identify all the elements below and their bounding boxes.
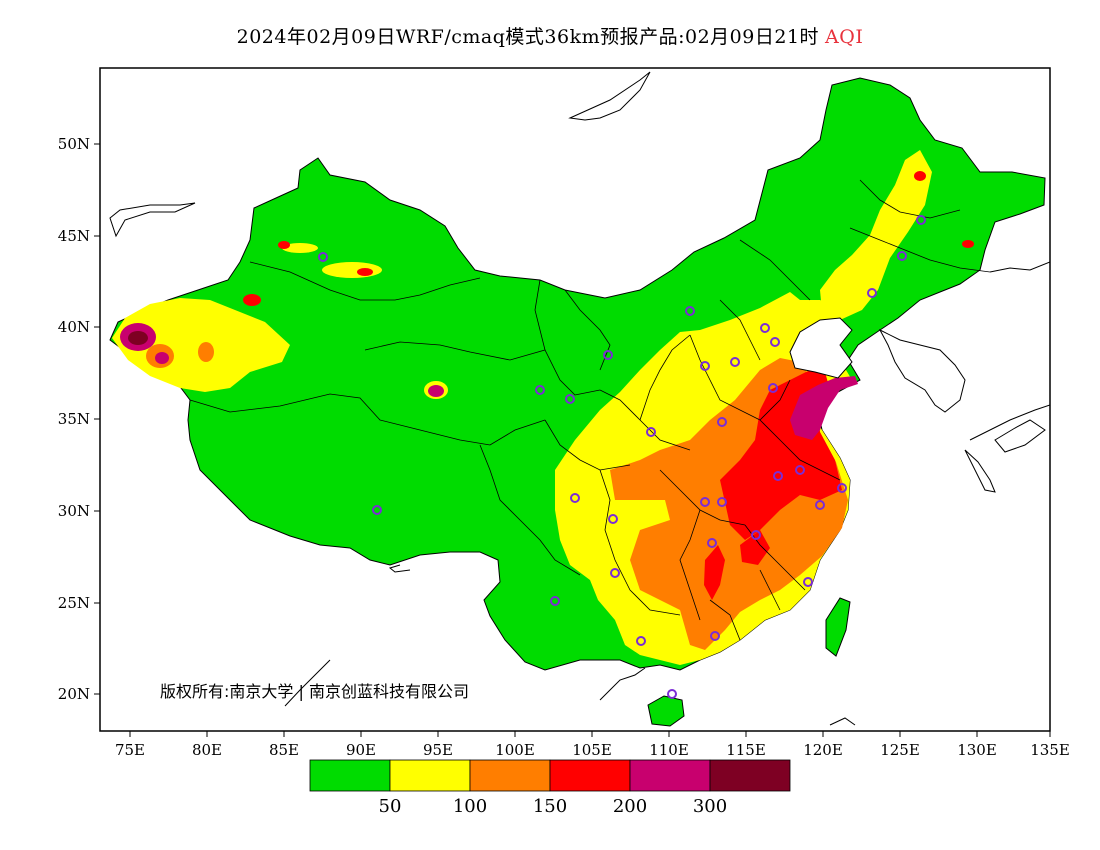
aqi-hotspot-kashgar-core <box>128 331 148 345</box>
colorbar-swatch-3 <box>549 759 631 792</box>
colorbar-label-100: 100 <box>453 796 487 817</box>
map-title-main: 2024年02月09日WRF/cmaq模式36km预报产品:02月09日21时 <box>236 26 820 48</box>
lon-label-85e: 85E <box>269 741 299 759</box>
colorbar-label-200: 200 <box>613 796 647 817</box>
lon-label-105e: 105E <box>572 741 612 759</box>
aqi-hotspot-northeast <box>914 171 926 181</box>
colorbar-swatch-5 <box>709 759 791 792</box>
map-title-variable: AQI <box>825 26 864 48</box>
aqi-hotspot-harbin <box>962 240 974 248</box>
aqi-zone-moderate-northeast <box>820 150 932 320</box>
map-area <box>109 71 1050 727</box>
aqi-hotspot-north <box>278 241 290 249</box>
lat-label-30n: 30N <box>58 502 90 520</box>
colorbar-swatch-1 <box>389 759 471 792</box>
lon-label-110e: 110E <box>649 741 689 759</box>
lat-label-35n: 35N <box>58 410 90 428</box>
aqi-zone-sensitive-west <box>198 342 214 362</box>
colorbar-label-50: 50 <box>379 796 402 817</box>
bohai-sea <box>789 317 853 379</box>
colorbar-swatch-2 <box>469 759 551 792</box>
aqi-zone-moderate-north-xinjiang <box>322 262 382 278</box>
aqi-zone-moderate-north-xinjiang-2 <box>282 243 318 253</box>
lon-label-100e: 100E <box>495 741 535 759</box>
lon-label-95e: 95E <box>423 741 453 759</box>
province-borders <box>189 179 991 641</box>
lon-label-135e: 135E <box>1030 741 1070 759</box>
map-frame <box>99 67 1051 732</box>
lat-label-40n: 40N <box>58 318 90 336</box>
lon-label-90e: 90E <box>346 741 376 759</box>
aqi-hotspot-qinghai <box>428 385 444 397</box>
aqi-zone-very-unhealthy <box>790 376 858 440</box>
lon-label-125e: 125E <box>880 741 920 759</box>
longitude-axis: 75E 80E 85E 90E 95E 100E 105E 110E 115E … <box>115 731 1070 759</box>
lon-label-115e: 115E <box>726 741 766 759</box>
latitude-axis: 50N 45N 40N 35N 30N 25N 20N <box>58 135 100 703</box>
station-markers <box>318 215 926 699</box>
lat-label-45n: 45N <box>58 227 90 245</box>
aqi-zone-unhealthy-hunan <box>704 545 725 600</box>
lon-label-120e: 120E <box>803 741 843 759</box>
lon-label-80e: 80E <box>192 741 222 759</box>
lat-label-20n: 20N <box>58 685 90 703</box>
aqi-hotspot-kashgar-2 <box>155 352 169 364</box>
neighbor-coastlines <box>109 71 1050 726</box>
map-title: 2024年02月09日WRF/cmaq模式36km预报产品:02月09日21时 A… <box>0 22 1100 49</box>
colorbar-label-150: 150 <box>533 796 567 817</box>
taiwan-island <box>825 597 851 657</box>
aqi-zone-unhealthy-jiangxi <box>740 530 770 565</box>
colorbar-swatch-0 <box>309 759 391 792</box>
hainan-island <box>647 695 685 727</box>
aqi-hotspot-aksu <box>243 294 261 306</box>
lat-label-50n: 50N <box>58 135 90 153</box>
lon-label-75e: 75E <box>115 741 145 759</box>
lat-label-25n: 25N <box>58 594 90 612</box>
copyright-text: 版权所有:南京大学 | 南京创蓝科技有限公司 <box>160 682 469 701</box>
colorbar: 50 100 150 200 300 <box>309 759 791 817</box>
lon-label-130e: 130E <box>957 741 997 759</box>
colorbar-swatch-4 <box>629 759 711 792</box>
aqi-hotspot-urumqi <box>357 268 373 276</box>
colorbar-label-300: 300 <box>693 796 727 817</box>
